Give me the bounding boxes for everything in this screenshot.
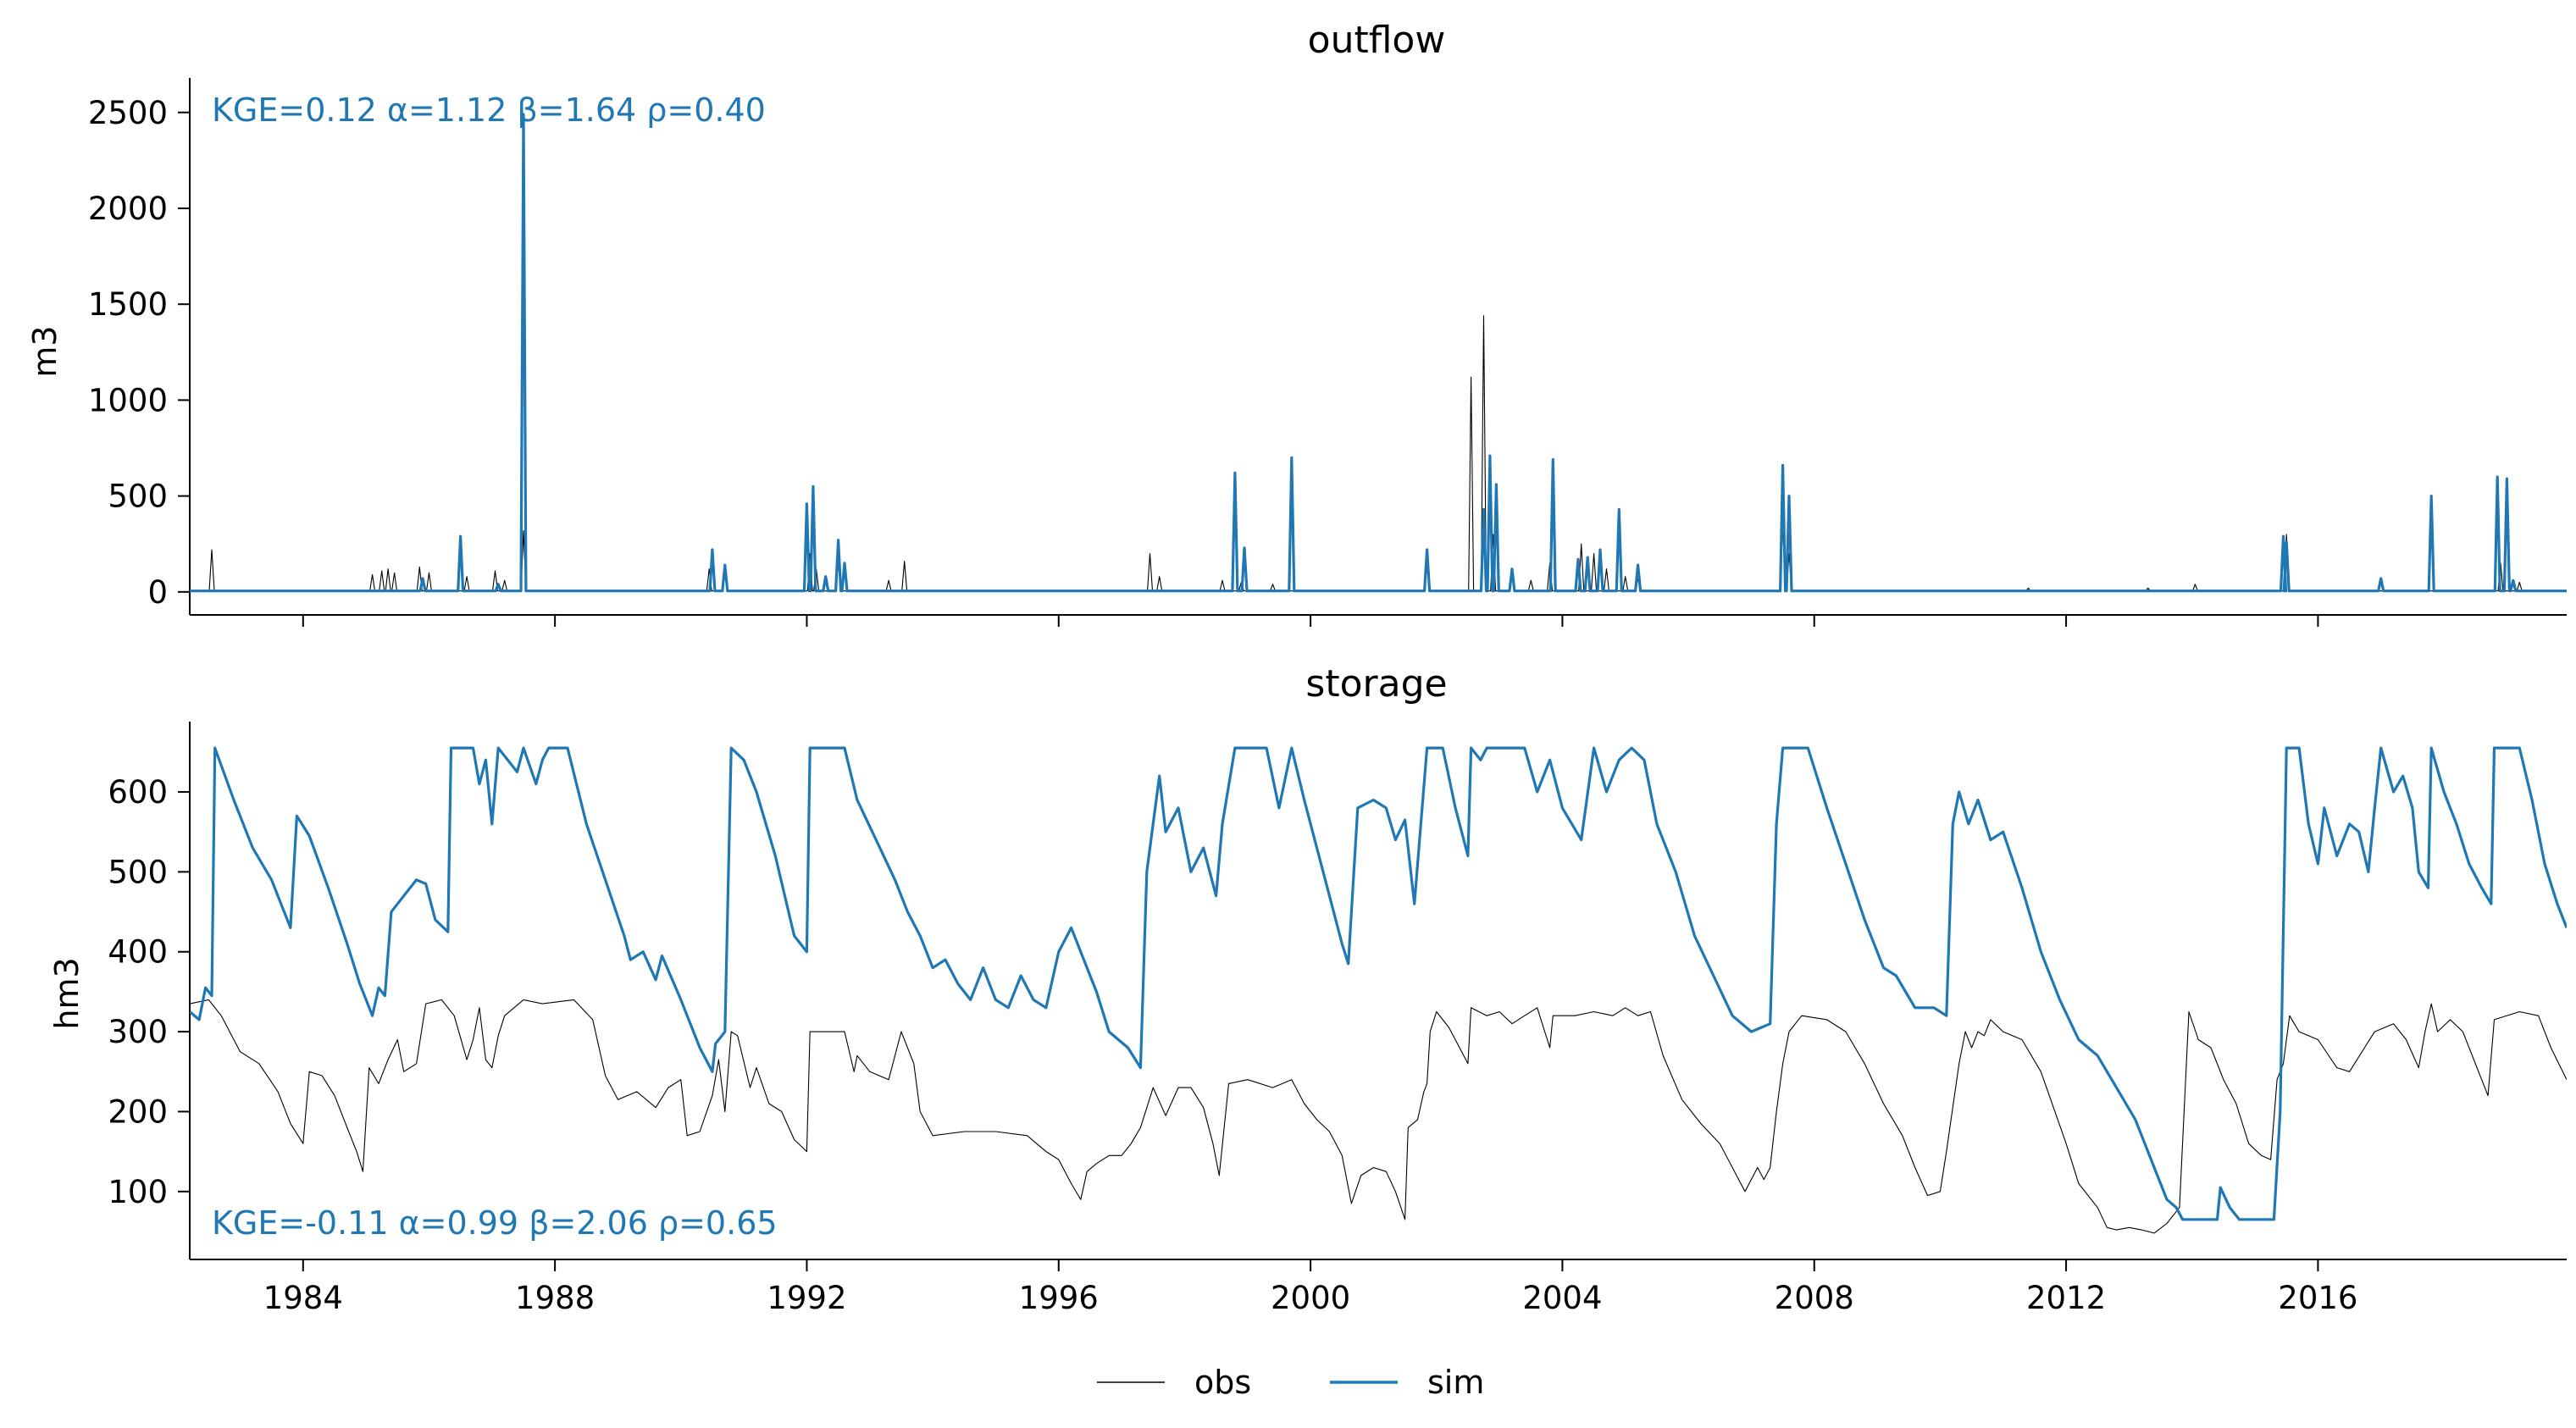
plot-area-storage — [190, 746, 2567, 1234]
outflow-panel: outflow m3 0 500 1000 1500 2000 2500 KGE=0.12… — [26, 19, 2567, 627]
x-tick-label: 2012 — [2026, 1280, 2106, 1316]
y-tick-label: 300 — [108, 1014, 168, 1050]
x-tick-label: 2000 — [1271, 1280, 1350, 1316]
y-tick-label: 2000 — [88, 191, 168, 227]
y-tick-label: 100 — [108, 1174, 168, 1210]
y-tick-label: 2500 — [88, 95, 168, 131]
y-tick-label: 500 — [108, 854, 168, 890]
legend: obs sim — [1097, 1364, 1484, 1401]
series-line-sim — [190, 746, 2567, 1221]
x-tick-label: 1996 — [1019, 1280, 1099, 1316]
x-tick-label: 2008 — [1775, 1280, 1854, 1316]
panel-title-storage: storage — [1305, 662, 1447, 706]
x-tick-label: 1988 — [515, 1280, 595, 1316]
x-tick-label: 1984 — [263, 1280, 343, 1316]
x-axis-storage: 1984 1988 1992 1996 2000 2004 2008 2012 2016 — [190, 1259, 2567, 1316]
y-axis-outflow: 0 500 1000 1500 2000 2500 — [88, 78, 191, 615]
y-tick-label: 0 — [147, 574, 168, 611]
series-line-sim — [190, 113, 2567, 593]
panel-title-outflow: outflow — [1308, 19, 1446, 62]
y-tick-label: 600 — [108, 774, 168, 811]
x-tick-label: 2016 — [2278, 1280, 2357, 1316]
y-tick-label: 1000 — [88, 382, 168, 418]
y-tick-label: 1500 — [88, 286, 168, 323]
plot-area-outflow — [190, 113, 2567, 593]
metrics-annotation-storage: KGE=-0.11 α=0.99 β=2.06 ρ=0.65 — [212, 1204, 778, 1242]
metrics-annotation-outflow: KGE=0.12 α=1.12 β=1.64 ρ=0.40 — [212, 91, 766, 129]
y-axis-label-storage: hm3 — [48, 957, 86, 1029]
y-tick-label: 500 — [108, 479, 168, 515]
legend-label-obs: obs — [1194, 1364, 1251, 1401]
y-tick-label: 400 — [108, 934, 168, 971]
series-line-obs — [190, 315, 2567, 592]
x-tick-label: 2004 — [1522, 1280, 1602, 1316]
legend-label-sim: sim — [1427, 1364, 1484, 1401]
y-axis-storage: 100 200 300 400 500 600 — [108, 722, 191, 1259]
x-tick-label: 1992 — [767, 1280, 846, 1316]
series-line-obs — [190, 999, 2567, 1234]
y-tick-label: 200 — [108, 1093, 168, 1130]
y-axis-label-outflow: m3 — [26, 325, 64, 377]
x-axis-outflow — [190, 614, 2567, 627]
